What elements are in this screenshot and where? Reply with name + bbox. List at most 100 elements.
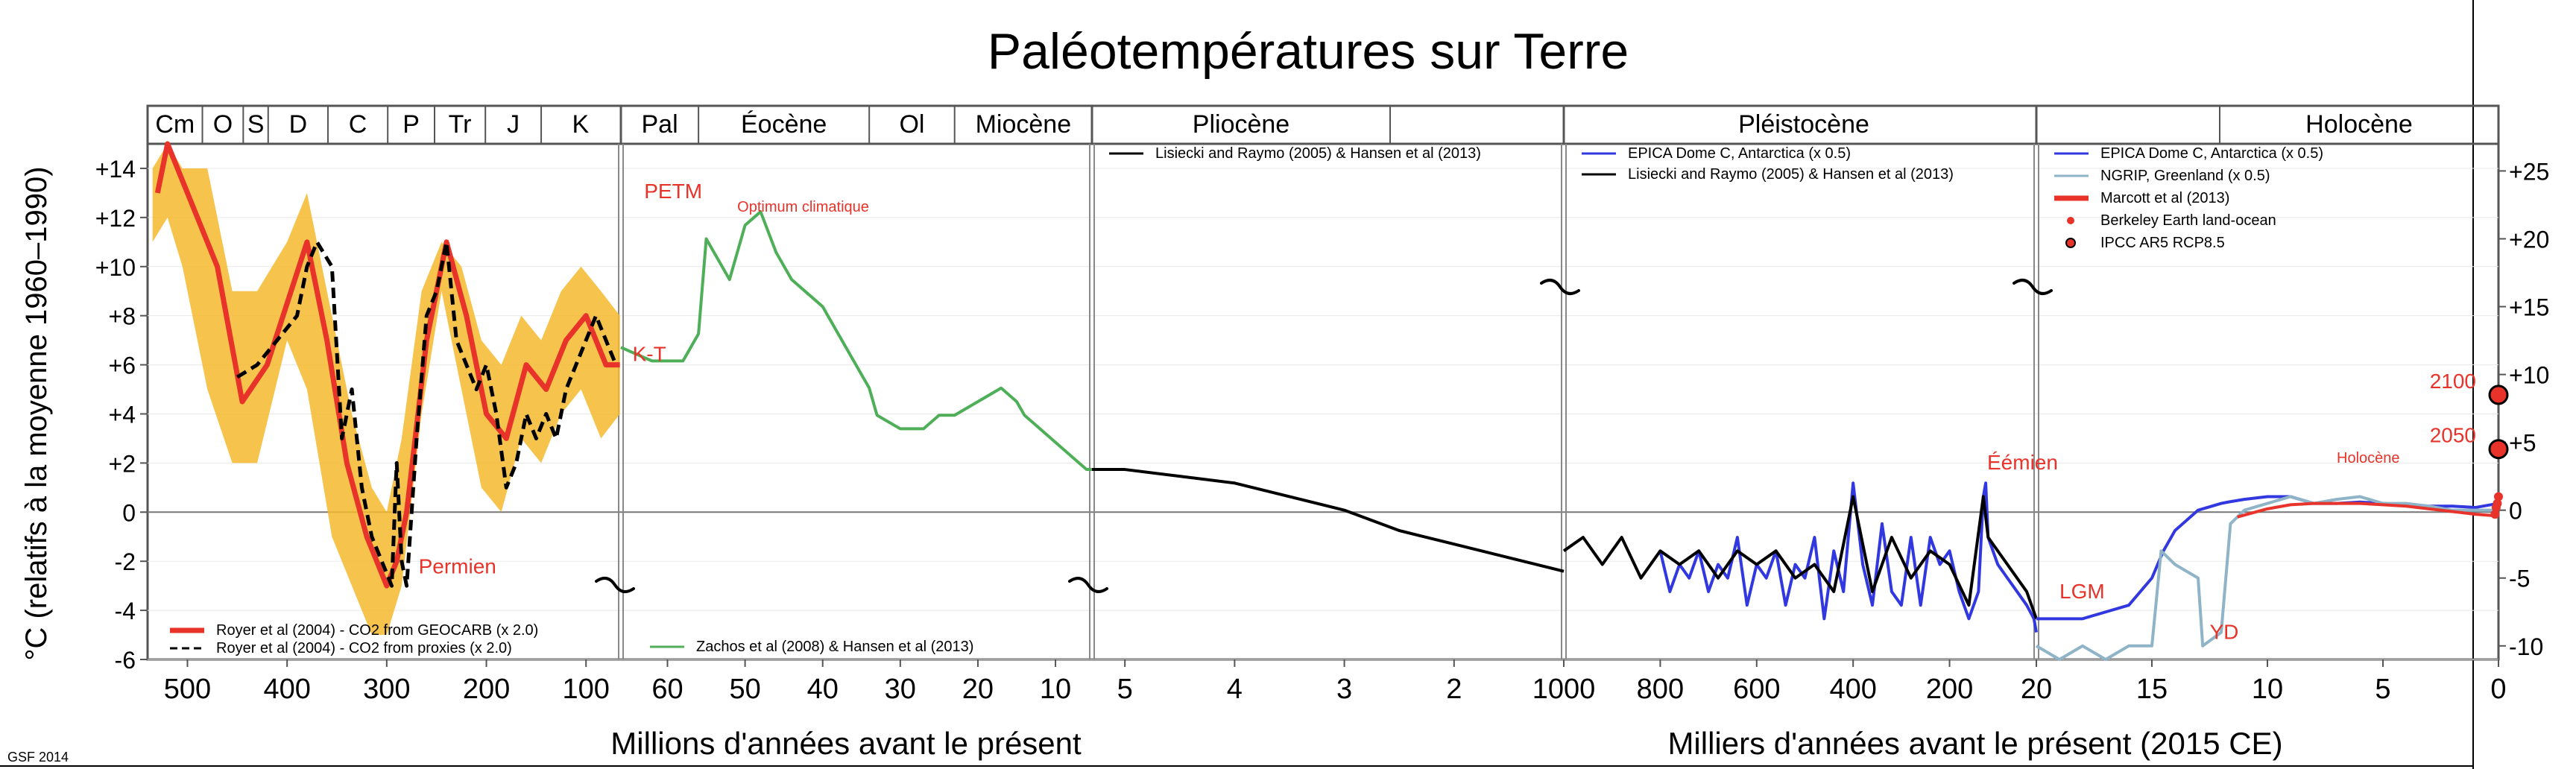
- legend-entry: IPCC AR5 RCP8.5: [2100, 235, 2225, 251]
- legend-swatch: [2065, 238, 2076, 248]
- annotation-2050: 2050: [2430, 424, 2476, 447]
- credit-label: GSF 2014: [7, 750, 69, 765]
- axis-break-icon: [595, 577, 635, 593]
- y-left-tick-label: +8: [109, 303, 136, 330]
- x-tick-label: 2: [1446, 674, 1462, 705]
- x-tick-label: 20: [962, 674, 994, 705]
- legend-swatch: [2067, 217, 2074, 224]
- x-tick-label: 10: [2252, 674, 2283, 705]
- y-left-tick-label: +4: [109, 401, 136, 428]
- y-left-tick-label: +10: [95, 254, 136, 281]
- legend-entry: Berkeley Earth land-ocean: [2100, 212, 2276, 229]
- legend-entry: Lisiecki and Raymo (2005) & Hansen et al…: [1628, 166, 1954, 183]
- y-right-tick-label: 0: [2509, 498, 2522, 525]
- y-left-tick-label: +2: [109, 450, 136, 477]
- y-right-tick-label: +25: [2509, 158, 2549, 185]
- berkeley-earth-point: [2493, 499, 2502, 508]
- legend-entry: Zachos et al (2008) & Hansen et al (2013…: [696, 639, 973, 655]
- y-axis-left-label: °C (relatifs à la moyenne 1960–1990): [20, 166, 53, 660]
- plot-layer: Cm O S D C P Tr J K Pal Éocène Ol Miocène Pliocène Plé…: [95, 104, 2549, 705]
- x-tick-label: 800: [1637, 674, 1684, 705]
- legend-entry: EPICA Dome C, Antarctica (x 0.5): [1628, 145, 1851, 162]
- chart-title: Paléotempératures sur Terre: [988, 23, 1629, 80]
- legend-entry: NGRIP, Greenland (x 0.5): [2100, 168, 2270, 184]
- legend-entry: Lisiecki and Raymo (2005) & Hansen et al…: [1155, 145, 1481, 162]
- x-tick-label: 200: [463, 674, 510, 705]
- legend-entry: Marcott et al (2013): [2100, 190, 2229, 206]
- epoch-label: Holocène: [2305, 110, 2413, 139]
- annotation-k-t: K-T: [633, 342, 666, 365]
- annotation-permien: Permien: [419, 555, 496, 578]
- y-left-tick-label: +14: [95, 156, 136, 183]
- annotation-holoc-ne: Holocène: [2337, 450, 2400, 466]
- ipcc-rcp85-point: [2488, 384, 2509, 405]
- berkeley-earth-point: [2490, 510, 2500, 519]
- axis-break-icon: [1068, 577, 1108, 593]
- x-tick-label: 200: [1926, 674, 1973, 705]
- period-label-J: J: [507, 110, 520, 139]
- x-tick-label: 300: [363, 674, 410, 705]
- period-label-D: D: [289, 110, 308, 139]
- series-line-cenozoic-0: [620, 210, 1092, 472]
- axis-break-icon: [2012, 279, 2053, 295]
- series-line-holocene-2: [2237, 501, 2494, 519]
- y-right-tick-label: +5: [2509, 430, 2536, 457]
- period-label-Cm: Cm: [155, 110, 195, 139]
- berkeley-earth-point: [2494, 492, 2503, 501]
- x-tick-label: 10: [1040, 674, 1071, 705]
- epoch-label: Éocène: [741, 110, 827, 139]
- legend-entry: Royer et al (2004) - CO2 from GEOCARB (x…: [216, 622, 538, 639]
- annotation-yd: YD: [2210, 621, 2239, 644]
- y-left-tick-label: +6: [109, 352, 136, 379]
- axis-break-icon: [1540, 279, 1580, 295]
- annotation-2100: 2100: [2430, 370, 2476, 393]
- y-right-tick-label: -10: [2509, 633, 2543, 660]
- x-tick-label: 3: [1336, 674, 1352, 705]
- y-right-tick-label: -5: [2509, 566, 2530, 592]
- x-tick-label: 0: [2490, 674, 2506, 705]
- period-label-P: P: [402, 110, 420, 139]
- epoch-label: Pal: [641, 110, 678, 139]
- x-axis-mya-label: Millions d'années avant le présent: [610, 726, 1082, 761]
- y-left-tick-label: -6: [115, 647, 136, 674]
- x-tick-label: 5: [1117, 674, 1133, 705]
- period-label-S: S: [247, 110, 265, 139]
- epoch-label: Miocène: [976, 110, 1072, 139]
- period-label-O: O: [213, 110, 233, 139]
- epoch-label: Pléistocène: [1738, 110, 1869, 139]
- epoch-label: Ol: [899, 110, 924, 139]
- x-tick-label: 30: [885, 674, 916, 705]
- y-left-tick-label: -2: [115, 548, 136, 575]
- ipcc-rcp85-point: [2488, 439, 2509, 460]
- x-tick-label: 100: [563, 674, 610, 705]
- x-tick-label: 40: [807, 674, 839, 705]
- y-right-tick-label: +10: [2509, 362, 2549, 389]
- y-right-tick-label: +20: [2509, 226, 2549, 253]
- x-tick-label: 50: [729, 674, 760, 705]
- period-label-C: C: [349, 110, 367, 139]
- x-axis-kya-label: Milliers d'années avant le présent (2015…: [1667, 726, 2282, 761]
- x-tick-label: 1000: [1532, 674, 1596, 705]
- y-right-tick-label: +15: [2509, 294, 2549, 321]
- legend-entry: EPICA Dome C, Antarctica (x 0.5): [2100, 145, 2323, 162]
- period-label-Tr: Tr: [449, 110, 472, 139]
- annotation--mien: Éémien: [1987, 451, 2058, 474]
- x-tick-label: 400: [263, 674, 310, 705]
- period-label-K: K: [572, 110, 590, 139]
- x-tick-label: 600: [1733, 674, 1780, 705]
- x-tick-label: 15: [2136, 674, 2168, 705]
- y-left-tick-label: +12: [95, 205, 136, 232]
- x-tick-label: 5: [2375, 674, 2390, 705]
- y-left-tick-label: 0: [122, 499, 136, 526]
- royer-uncertainty-band: [152, 144, 620, 636]
- x-tick-label: 500: [164, 674, 211, 705]
- x-tick-label: 20: [2021, 674, 2052, 705]
- x-tick-label: 400: [1829, 674, 1876, 705]
- y-left-tick-label: -4: [115, 598, 136, 624]
- legend-entry: Royer et al (2004) - CO2 from proxies (x…: [216, 640, 512, 656]
- annotation-lgm: LGM: [2059, 580, 2105, 603]
- annotation-optimum-climatique: Optimum climatique: [737, 199, 869, 215]
- annotation-petm: PETM: [644, 180, 702, 203]
